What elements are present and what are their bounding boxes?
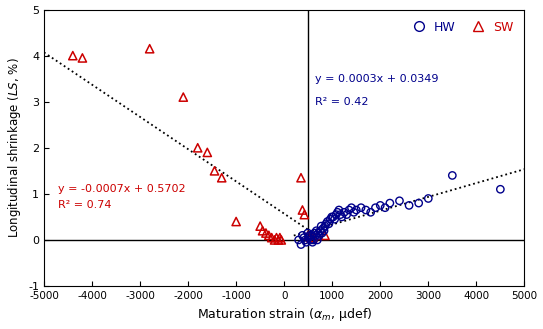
Point [296,175,305,180]
Point [302,240,311,245]
Point [275,235,284,240]
Point [312,228,321,233]
Point [310,230,319,236]
Point [304,233,313,238]
Point [306,237,315,242]
Point [320,228,329,233]
Point [332,212,340,217]
Point [330,216,339,222]
Point [371,205,380,210]
Legend: HW, SW: HW, SW [401,16,518,39]
Point [381,205,389,210]
Point [345,207,353,213]
Point [307,233,316,238]
Point [304,235,313,240]
Point [318,230,326,236]
Point [317,223,325,229]
Point [340,210,349,215]
Point [301,237,310,242]
Point [319,226,327,231]
Point [329,214,338,219]
Point [232,219,241,224]
Point [347,205,356,210]
Point [304,230,312,236]
Point [68,53,77,58]
Text: y = 0.0003x + 0.0349: y = 0.0003x + 0.0349 [315,74,439,84]
Point [258,228,267,233]
Point [326,216,334,222]
Y-axis label: Longitudinal shrinkage ($LS$, %): Longitudinal shrinkage ($LS$, %) [5,58,23,238]
Point [300,235,308,240]
Point [294,237,303,242]
Point [313,233,322,238]
Point [386,200,394,206]
Point [333,210,342,215]
Point [314,230,323,236]
Point [203,150,212,155]
Point [321,221,330,226]
Point [424,196,433,201]
Point [321,233,330,238]
Point [321,223,330,229]
Point [311,233,320,238]
Point [405,203,413,208]
Text: R² = 0.74: R² = 0.74 [59,200,112,210]
Point [327,214,336,219]
Point [296,242,305,247]
Point [193,145,202,150]
Point [414,200,423,206]
Point [298,233,307,238]
Point [277,237,286,242]
Point [264,233,273,238]
Point [270,237,279,242]
Text: y = -0.0007x + 0.5702: y = -0.0007x + 0.5702 [59,184,186,194]
Point [308,240,317,245]
Point [210,168,219,173]
Point [315,233,324,238]
Point [306,235,315,240]
Point [146,46,154,51]
Point [350,210,358,215]
Point [342,212,351,217]
Point [362,207,370,213]
Point [272,235,281,240]
Point [313,237,321,242]
Point [357,205,365,210]
Point [334,207,343,213]
Point [323,219,332,224]
Point [336,212,345,217]
Point [325,221,333,226]
Point [496,187,504,192]
Point [309,237,318,242]
Point [78,55,87,61]
Text: R² = 0.42: R² = 0.42 [315,97,369,107]
Point [316,228,325,233]
Point [262,230,270,236]
Point [298,207,307,213]
Point [305,233,314,238]
Point [300,212,309,217]
Point [267,235,276,240]
Point [217,175,226,180]
Point [256,223,264,229]
Point [179,94,188,100]
Point [367,210,375,215]
Point [376,203,384,208]
Point [308,235,317,240]
Point [274,237,283,242]
Point [338,214,346,219]
Point [395,198,404,203]
X-axis label: Maturation strain ($\alpha_m$, μdef): Maturation strain ($\alpha_m$, μdef) [197,306,372,323]
Point [448,173,457,178]
Point [352,207,361,213]
